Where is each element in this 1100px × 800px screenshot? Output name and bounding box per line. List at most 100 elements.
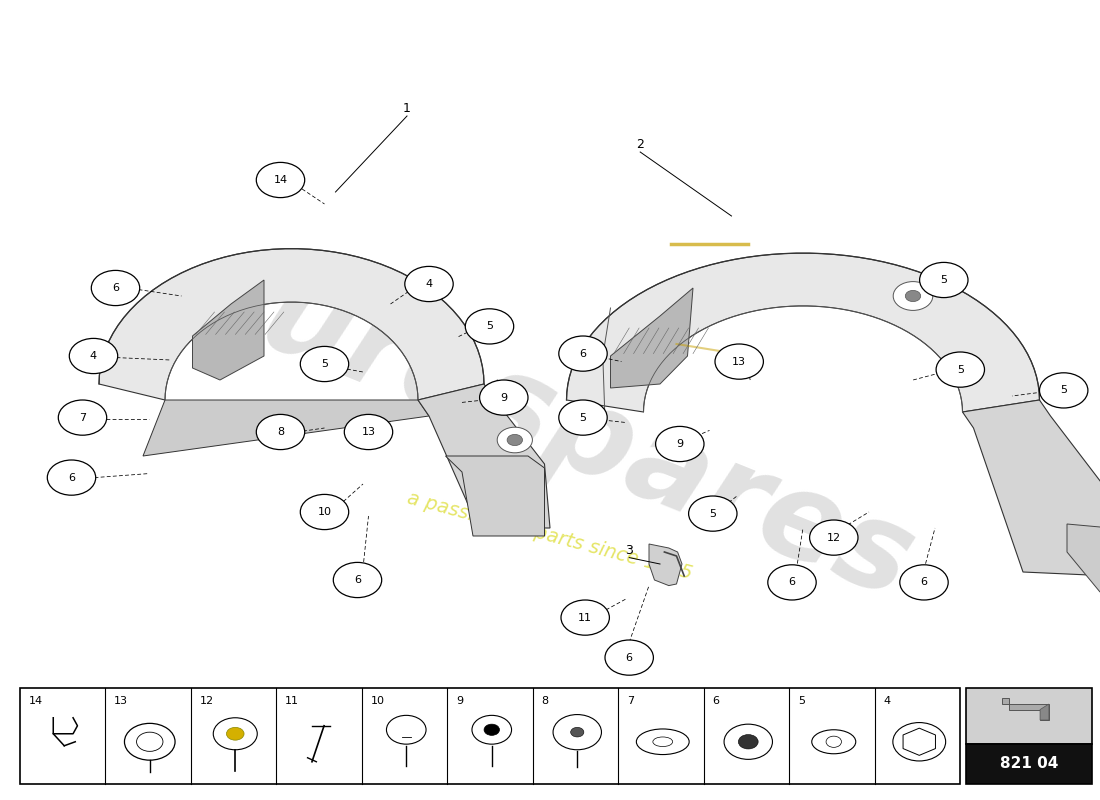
Text: 5: 5 <box>1060 386 1067 395</box>
Polygon shape <box>962 400 1100 576</box>
Circle shape <box>571 727 584 737</box>
Ellipse shape <box>653 737 673 746</box>
Text: 6: 6 <box>68 473 75 482</box>
Text: 12: 12 <box>827 533 840 542</box>
Circle shape <box>344 414 393 450</box>
Circle shape <box>124 723 175 760</box>
Text: 8: 8 <box>541 696 549 706</box>
Text: 7: 7 <box>627 696 635 706</box>
Text: 6: 6 <box>789 578 795 587</box>
Text: 13: 13 <box>362 427 375 437</box>
Text: 6: 6 <box>354 575 361 585</box>
Circle shape <box>724 724 772 759</box>
Text: 4: 4 <box>883 696 891 706</box>
Polygon shape <box>99 249 484 400</box>
Text: 13: 13 <box>114 696 128 706</box>
Circle shape <box>497 427 532 453</box>
Text: 4: 4 <box>90 351 97 361</box>
Circle shape <box>900 565 948 600</box>
Polygon shape <box>143 400 429 456</box>
Text: 10: 10 <box>318 507 331 517</box>
Circle shape <box>227 727 244 740</box>
Circle shape <box>507 434 522 446</box>
Circle shape <box>605 640 653 675</box>
Ellipse shape <box>812 730 856 754</box>
FancyBboxPatch shape <box>20 688 960 784</box>
Polygon shape <box>1041 704 1048 720</box>
Text: eurospares: eurospares <box>169 225 931 623</box>
Text: 8: 8 <box>277 427 284 437</box>
Text: 13: 13 <box>733 357 746 366</box>
Circle shape <box>1040 373 1088 408</box>
Circle shape <box>386 715 426 744</box>
Circle shape <box>300 346 349 382</box>
Circle shape <box>484 724 499 735</box>
Circle shape <box>58 400 107 435</box>
Circle shape <box>656 426 704 462</box>
Polygon shape <box>649 544 682 586</box>
Circle shape <box>559 336 607 371</box>
Circle shape <box>300 494 349 530</box>
Text: 9: 9 <box>676 439 683 449</box>
Circle shape <box>905 290 921 302</box>
Text: 6: 6 <box>580 349 586 358</box>
Circle shape <box>136 732 163 751</box>
Text: 1: 1 <box>403 102 411 114</box>
Circle shape <box>69 338 118 374</box>
Circle shape <box>768 565 816 600</box>
Polygon shape <box>1001 698 1048 720</box>
Text: 12: 12 <box>199 696 213 706</box>
Circle shape <box>893 282 933 310</box>
Text: 11: 11 <box>285 696 299 706</box>
Text: 5: 5 <box>710 509 716 518</box>
Circle shape <box>465 309 514 344</box>
Polygon shape <box>610 288 693 388</box>
Text: 5: 5 <box>321 359 328 369</box>
Circle shape <box>47 460 96 495</box>
Text: 5: 5 <box>799 696 805 706</box>
Text: 3: 3 <box>625 544 634 557</box>
Text: 11: 11 <box>579 613 592 622</box>
Polygon shape <box>446 456 544 536</box>
Circle shape <box>893 722 946 761</box>
Circle shape <box>256 162 305 198</box>
Circle shape <box>91 270 140 306</box>
Text: 5: 5 <box>957 365 964 374</box>
Circle shape <box>559 400 607 435</box>
Text: 5: 5 <box>486 322 493 331</box>
Text: 5: 5 <box>580 413 586 422</box>
Polygon shape <box>1067 524 1100 592</box>
Text: a passion for parts since 1985: a passion for parts since 1985 <box>405 489 695 583</box>
Text: 4: 4 <box>426 279 432 289</box>
FancyBboxPatch shape <box>966 688 1092 744</box>
Circle shape <box>480 380 528 415</box>
Text: 6: 6 <box>112 283 119 293</box>
Ellipse shape <box>637 729 690 754</box>
Polygon shape <box>903 728 935 755</box>
Circle shape <box>920 262 968 298</box>
Text: 6: 6 <box>713 696 719 706</box>
Text: 821 04: 821 04 <box>1000 756 1058 771</box>
Circle shape <box>472 715 512 744</box>
Circle shape <box>715 344 763 379</box>
Circle shape <box>333 562 382 598</box>
Text: 10: 10 <box>371 696 385 706</box>
Text: 6: 6 <box>626 653 632 662</box>
Text: 9: 9 <box>500 393 507 402</box>
Circle shape <box>810 520 858 555</box>
Text: 14: 14 <box>29 696 43 706</box>
FancyBboxPatch shape <box>966 744 1092 784</box>
Circle shape <box>738 734 758 749</box>
Text: 7: 7 <box>79 413 86 422</box>
Text: 5: 5 <box>940 275 947 285</box>
Polygon shape <box>418 384 550 528</box>
Circle shape <box>826 736 842 747</box>
Circle shape <box>405 266 453 302</box>
Circle shape <box>213 718 257 750</box>
Polygon shape <box>566 253 1040 412</box>
Text: 9: 9 <box>456 696 463 706</box>
Polygon shape <box>192 280 264 380</box>
Circle shape <box>561 600 609 635</box>
Circle shape <box>256 414 305 450</box>
Circle shape <box>553 714 602 750</box>
